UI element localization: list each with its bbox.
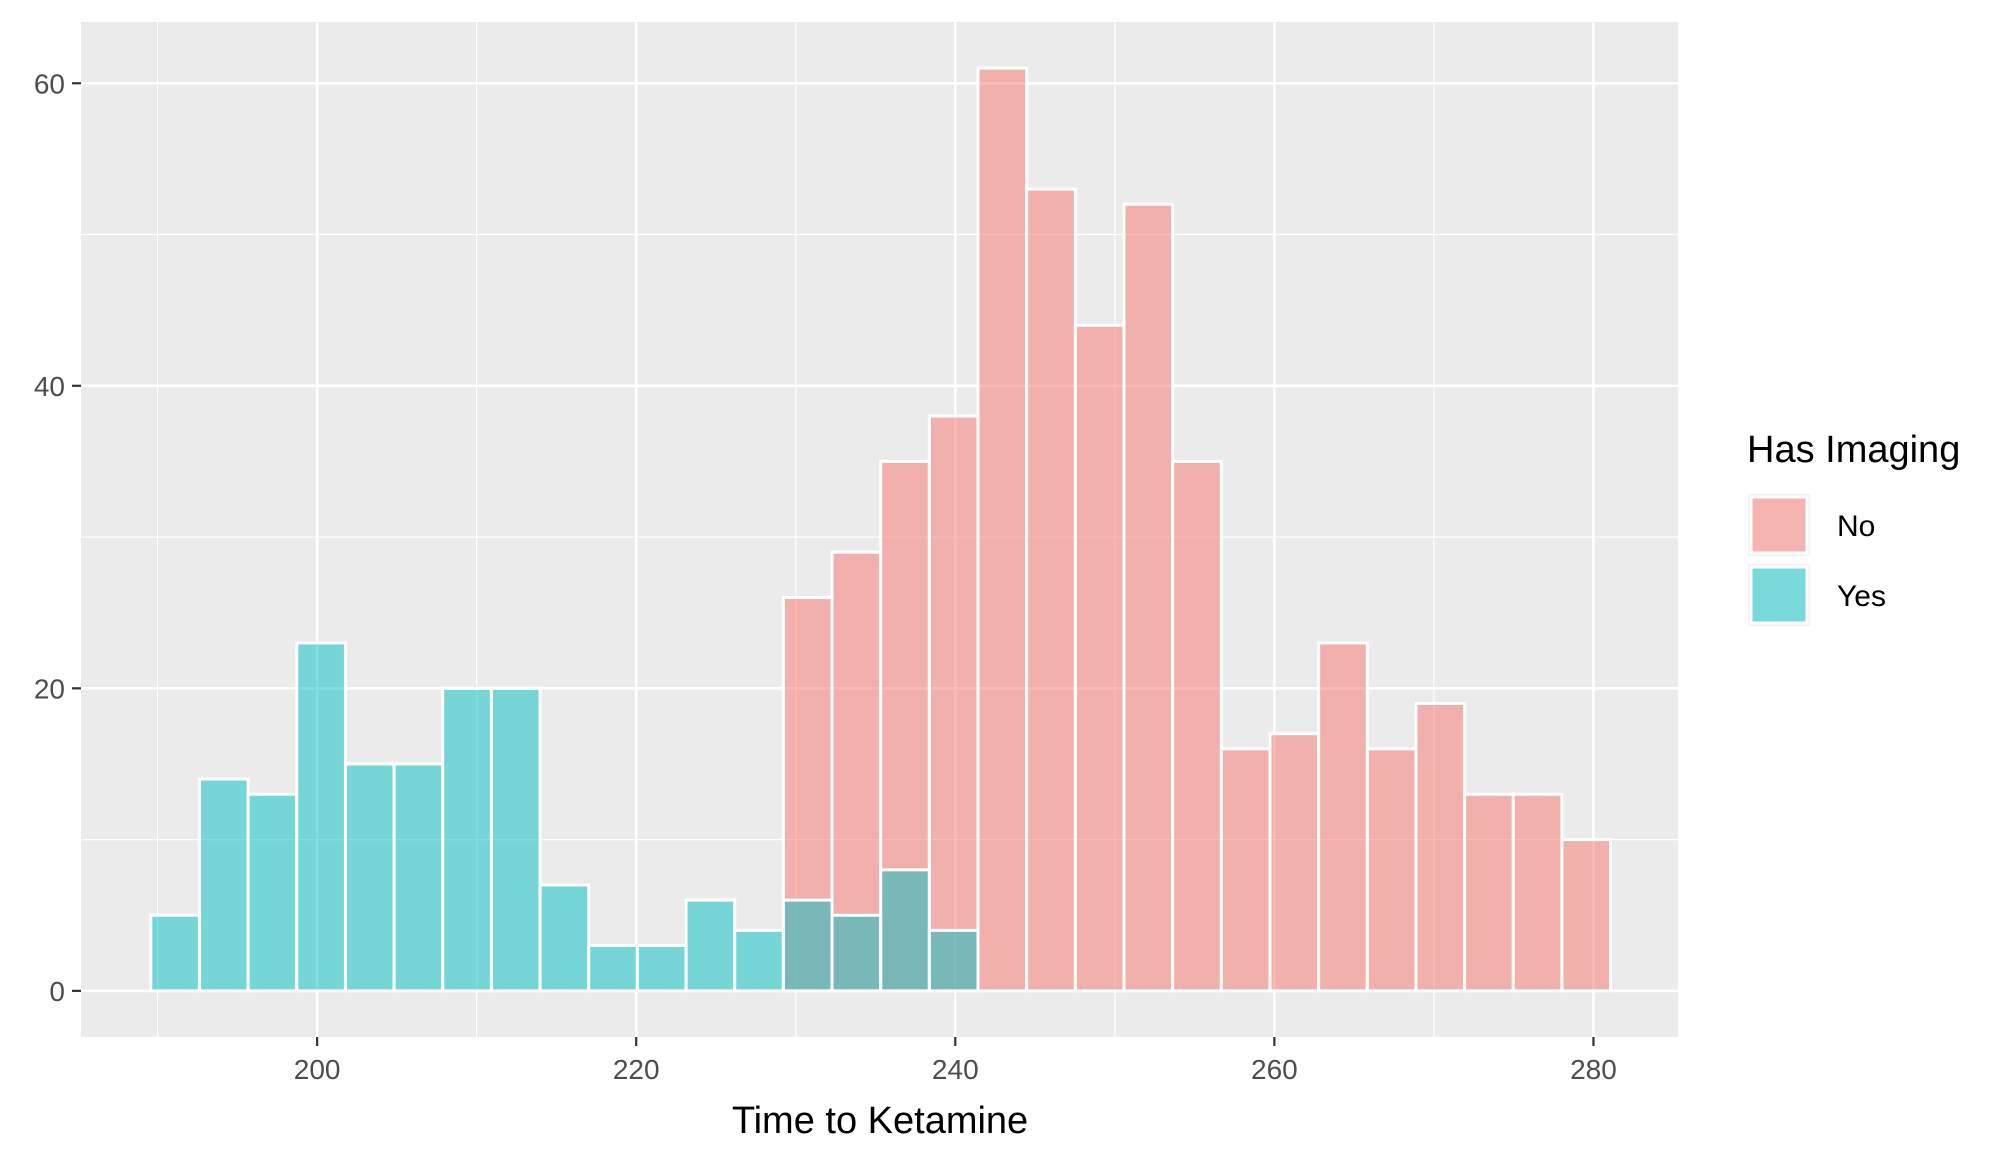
bar-yes	[538, 883, 591, 993]
x-tick-label: 280	[1570, 1054, 1617, 1085]
bar-yes	[343, 762, 396, 993]
axis-ticks	[72, 82, 1595, 1046]
y-tick-label: 0	[49, 976, 65, 1007]
legend-title: Has Imaging	[1747, 429, 1960, 471]
bar-yes	[781, 898, 834, 993]
bar-yes	[733, 928, 785, 993]
bar-no	[976, 66, 1029, 993]
bars-series-yes	[149, 641, 980, 993]
x-tick-label: 240	[932, 1054, 979, 1085]
legend-label-yes: Yes	[1837, 580, 1886, 613]
bar-yes	[879, 868, 931, 993]
bar-yes	[489, 686, 542, 993]
axis-tick-labels: 200 220 240 260 280 0 20 40 60	[34, 68, 1617, 1085]
bar-yes	[684, 898, 737, 993]
legend-swatch-yes	[1749, 565, 1809, 625]
bar-no	[1463, 792, 1515, 993]
legend-swatch-no	[1749, 495, 1809, 555]
x-axis-title: Time to Ketamine	[732, 1100, 1028, 1142]
legend: Has Imaging No Yes	[1747, 429, 1960, 626]
x-tick-label: 220	[613, 1054, 660, 1085]
y-tick-label: 40	[34, 371, 65, 402]
bar-yes	[587, 943, 639, 993]
bar-no	[1268, 732, 1321, 993]
y-tick-label: 20	[34, 673, 65, 704]
x-tick-label: 260	[1251, 1054, 1298, 1085]
bar-no	[1025, 187, 1077, 993]
bar-no	[1560, 838, 1613, 993]
bar-no	[1122, 202, 1175, 993]
bar-yes	[441, 686, 493, 993]
y-tick-label: 60	[34, 68, 65, 99]
bar-yes	[246, 792, 299, 993]
bar-yes	[197, 777, 250, 993]
bar-no	[1073, 323, 1126, 993]
bar-yes	[927, 928, 980, 993]
bar-yes	[635, 943, 688, 993]
bar-no	[1219, 747, 1272, 993]
bar-no	[1511, 792, 1564, 993]
legend-label-no: No	[1837, 510, 1875, 543]
bar-yes	[830, 913, 883, 993]
bar-no	[1365, 747, 1418, 993]
bar-no	[1171, 459, 1223, 993]
bar-yes	[392, 762, 445, 993]
bar-no	[1317, 641, 1369, 993]
x-tick-label: 200	[294, 1054, 341, 1085]
bar-yes	[149, 913, 201, 993]
bar-yes	[295, 641, 347, 993]
bar-no	[927, 414, 980, 993]
bar-no	[1414, 701, 1467, 993]
